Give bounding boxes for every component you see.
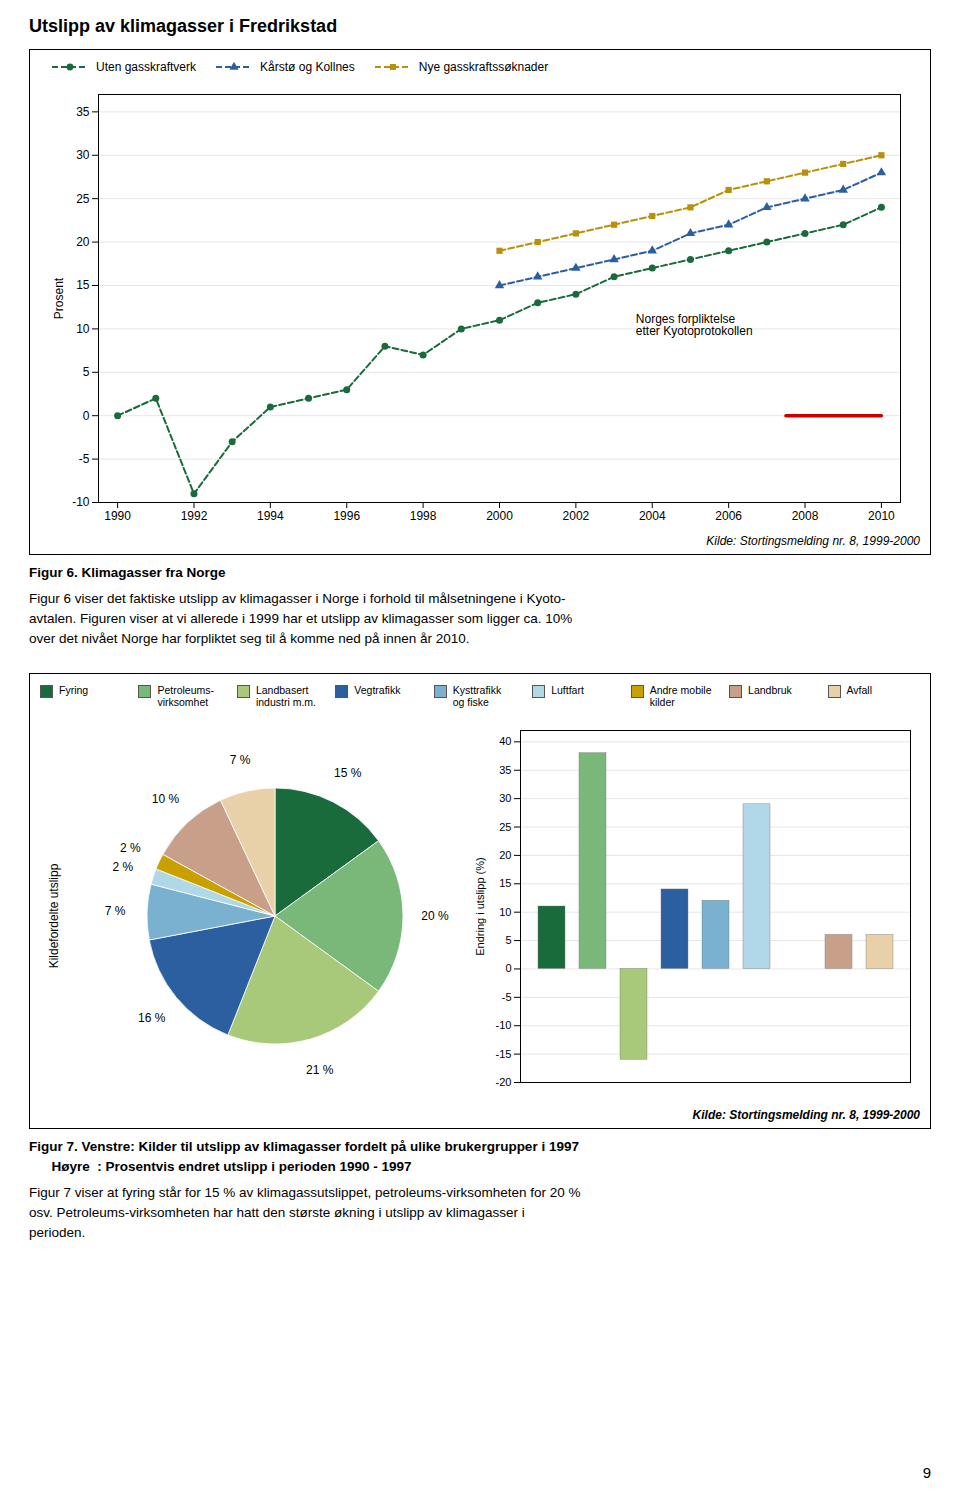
svg-text:-5: -5 [502,991,512,1003]
svg-text:-15: -15 [496,1048,512,1060]
html-text:Avfall: Avfall [846,684,872,696]
svg-text:25: 25 [76,192,90,206]
svg-text:Norges forpliktelseetter Kyoto: Norges forpliktelseetter Kyotoprotokolle… [636,312,753,338]
svg-text:1992: 1992 [181,509,208,523]
svg-text:15: 15 [499,877,511,889]
svg-text:21 %: 21 % [306,1063,334,1077]
html-text:9: 9 [922,1464,931,1481]
svg-text:Kildefordelte utslipp: Kildefordelte utslipp [47,863,61,968]
html-text:Figur 7 viser at fyring står f: Figur 7 viser at fyring står for 15 % av… [29,1185,581,1200]
html-text:Figur 7. Venstre: Kilder til u: Figur 7. Venstre: Kilder til utslipp av … [29,1139,579,1154]
svg-text:Endring i utslipp (%): Endring i utslipp (%) [474,857,486,955]
svg-text:7 %: 7 % [230,753,251,767]
html-text:Landbruk: Landbruk [748,684,792,696]
svg-text:Prosent: Prosent [52,277,66,319]
svg-text:1998: 1998 [410,509,437,523]
html-text:Fyring: Fyring [59,684,89,696]
html-text:Figur 6. Klimagasser fra Norge: Figur 6. Klimagasser fra Norge [29,565,226,580]
html-text:perioden.: perioden. [29,1225,86,1240]
svg-text:15 %: 15 % [334,766,362,780]
svg-text:20: 20 [499,849,511,861]
svg-text:20 %: 20 % [421,909,449,923]
html-text:Andre mobile kilder: Andre mobile kilder [649,684,712,708]
html-text:Vegtrafikk: Vegtrafikk [354,684,401,696]
svg-text:0: 0 [83,409,90,423]
html-text:Kilde: Stortingsmelding nr. 8,: Kilde: Stortingsmelding nr. 8, 1999-2000 [692,1108,920,1122]
html-text:Utslipp av klimagasser i Fredr: Utslipp av klimagasser i Fredrikstad [29,16,338,36]
svg-text:16 %: 16 % [138,1011,166,1025]
html-text:over det nivået Norge har forp: over det nivået Norge har forpliktet seg… [29,631,470,646]
svg-text:10: 10 [499,906,511,918]
svg-text:2006: 2006 [715,509,742,523]
svg-text:40: 40 [499,735,511,747]
svg-text:35: 35 [76,105,90,119]
html-text:Uten gasskraftverk: Uten gasskraftverk [96,60,196,74]
svg-text:2 %: 2 % [112,860,133,874]
html-text:Kilde: Stortingsmelding nr. 8,: Kilde: Stortingsmelding nr. 8, 1999-2000 [706,534,920,548]
html-text:Luftfart: Luftfart [551,684,584,696]
svg-text:30: 30 [76,148,90,162]
svg-text:-5: -5 [79,452,90,466]
svg-text:2008: 2008 [792,509,819,523]
svg-text:2000: 2000 [486,509,513,523]
svg-text:1990: 1990 [104,509,131,523]
html-text:osv. Petroleums-virksomheten h: osv. Petroleums-virksomheten har hatt de… [29,1205,525,1220]
svg-text:20: 20 [76,235,90,249]
svg-text:1996: 1996 [333,509,360,523]
svg-text:5: 5 [505,934,511,946]
svg-text:35: 35 [499,764,511,776]
svg-text:2002: 2002 [563,509,590,523]
svg-text:2010: 2010 [868,509,895,523]
svg-text:10: 10 [76,322,90,336]
html-text:Landbasert industri m.m.: Landbasert industri m.m. [255,684,316,708]
html-text:Petroleums- virksomhet: Petroleums- virksomhet [157,684,214,708]
html-text:Kårstø og Kollnes: Kårstø og Kollnes [260,60,355,74]
svg-text:-20: -20 [496,1076,512,1088]
html-text:Høyre : Prosentvis endret utsl: Høyre : Prosentvis endret utslipp i peri… [29,1159,412,1174]
svg-text:2004: 2004 [639,509,666,523]
svg-text:5: 5 [83,365,90,379]
svg-text:-10: -10 [496,1019,512,1031]
svg-text:2 %: 2 % [120,841,141,855]
svg-text:10 %: 10 % [152,792,180,806]
svg-text:25: 25 [499,821,511,833]
svg-text:0: 0 [505,962,511,974]
html-text:Kysttrafikk og fiske: Kysttrafikk og fiske [452,684,502,708]
html-text:Figur 6 viser det faktiske uts: Figur 6 viser det faktiske utslipp av kl… [29,591,566,606]
html-text:avtalen. Figuren viser at vi a: avtalen. Figuren viser at vi allerede i … [29,611,573,626]
svg-text:15: 15 [76,278,90,292]
svg-text:30: 30 [499,792,511,804]
html-text:Nye gasskraftssøknader: Nye gasskraftssøknader [418,60,549,74]
svg-text:-10: -10 [72,495,90,509]
svg-text:1994: 1994 [257,509,284,523]
svg-text:7 %: 7 % [105,904,126,918]
